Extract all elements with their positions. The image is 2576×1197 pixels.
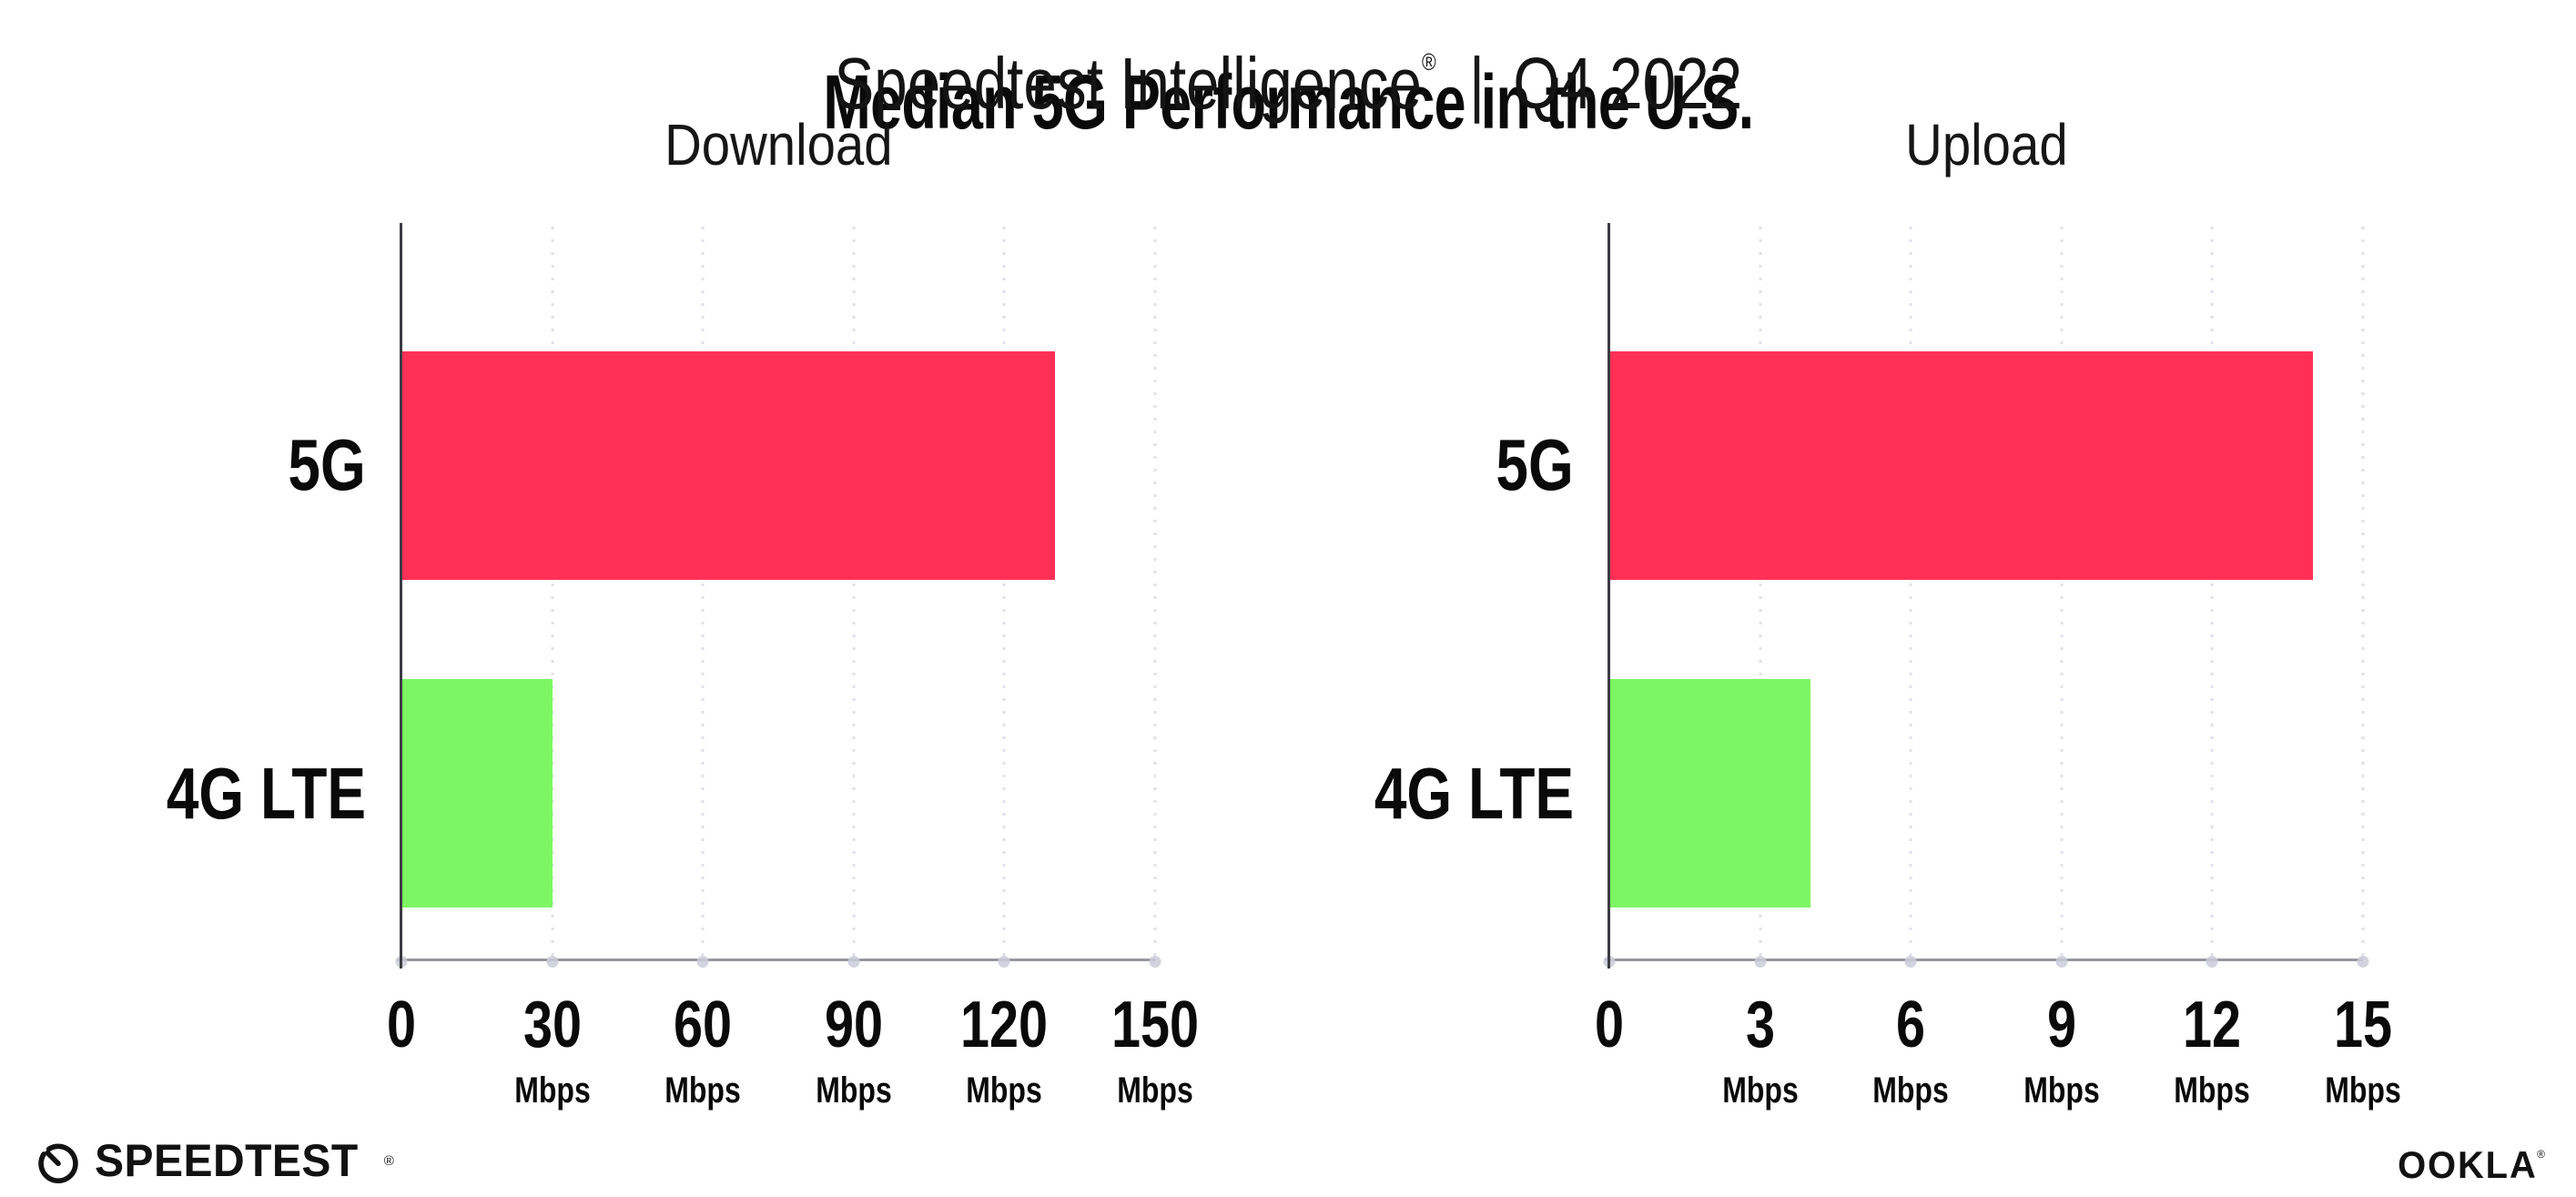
tick-label-9: 9 Mbps xyxy=(2023,989,2100,1111)
page-subtitle-text: Speedtest Intelligence® | Q4 2022 xyxy=(834,47,1742,120)
subtitle-period: Q4 2022 xyxy=(1513,43,1742,124)
tick-dot xyxy=(847,956,860,968)
page-subtitle: Speedtest Intelligence® | Q4 2022 xyxy=(0,47,2576,120)
tick-dot xyxy=(546,956,559,968)
download-chart: Download 5G 4G LTE xyxy=(167,116,1199,1109)
tick-label-90: 90 Mbps xyxy=(816,989,892,1111)
gridline xyxy=(551,227,554,959)
tick-dot xyxy=(2206,956,2218,968)
tick-dot xyxy=(1754,956,1767,968)
tick-dot xyxy=(998,956,1010,968)
download-plot-area xyxy=(395,223,1161,969)
tick-label-0: 0 xyxy=(1594,989,1625,1061)
page-title-text: Median 5G Performance in the U.S. xyxy=(822,59,1754,146)
tick-dot xyxy=(1149,956,1161,968)
tick-dot xyxy=(696,956,709,968)
download-category-labels: 5G 4G LTE xyxy=(0,223,366,961)
ookla-logo: OOKLA® xyxy=(2390,1143,2545,1187)
subtitle-brand: Speedtest Intelligence xyxy=(834,43,1422,124)
upload-plot-area xyxy=(1603,223,2369,969)
gridline xyxy=(2210,227,2214,959)
download-chart-title: Download xyxy=(664,112,893,178)
speedtest-logo: SPEEDTEST ® xyxy=(35,1134,394,1187)
gridline xyxy=(1002,227,1006,959)
ookla-wordmark: OOKLA xyxy=(2397,1143,2538,1186)
tick-label-3: 3 Mbps xyxy=(1721,989,1799,1111)
upload-category-labels: 5G 4G LTE xyxy=(1192,223,1574,961)
tick-label-150: 150 Mbps xyxy=(1111,989,1200,1111)
category-label-4g-lte: 4G LTE xyxy=(1374,753,1574,834)
x-axis-line xyxy=(397,959,1155,961)
category-label-4g-lte: 4G LTE xyxy=(166,753,366,834)
upload-chart-title: Upload xyxy=(1904,112,2068,178)
subtitle-separator: | xyxy=(1468,43,1485,124)
x-axis-line xyxy=(1605,959,2363,961)
category-label-5g: 5G xyxy=(288,424,366,505)
tick-label-60: 60 Mbps xyxy=(664,989,741,1111)
bar-4g-lte-upload xyxy=(1609,679,1810,908)
gridline xyxy=(701,227,705,959)
gridline xyxy=(1759,227,1762,959)
tick-label-30: 30 Mbps xyxy=(513,989,591,1111)
registered-mark: ® xyxy=(2537,1148,2545,1161)
upload-chart: Upload 5G 4G LTE xyxy=(1374,116,2401,1109)
tick-label-15: 15 Mbps xyxy=(2325,989,2401,1111)
tick-label-120: 120 Mbps xyxy=(960,989,1049,1111)
speedtest-gauge-icon xyxy=(38,1143,78,1183)
registered-mark: ® xyxy=(1421,48,1436,76)
bar-5g-download xyxy=(401,351,1055,580)
y-axis-line xyxy=(1607,223,1610,969)
gridline xyxy=(852,227,856,959)
gridline xyxy=(1153,227,1157,959)
bar-4g-lte-download xyxy=(401,679,553,908)
category-label-5g: 5G xyxy=(1496,424,1574,505)
tick-label-6: 6 Mbps xyxy=(1872,989,1949,1111)
page-title: Median 5G Performance in the U.S. xyxy=(0,64,2576,140)
tick-dot xyxy=(2055,956,2068,968)
tick-dot xyxy=(2357,956,2369,968)
tick-label-12: 12 Mbps xyxy=(2174,989,2251,1111)
tick-label-0: 0 xyxy=(386,989,417,1061)
bar-5g-upload xyxy=(1609,351,2313,580)
tick-dot xyxy=(1904,956,1917,968)
registered-mark: ® xyxy=(383,1152,394,1169)
gridline xyxy=(2060,227,2064,959)
gridline xyxy=(1909,227,1912,959)
speedtest-wordmark: SPEEDTEST xyxy=(95,1135,359,1186)
gridline xyxy=(2361,227,2365,959)
y-axis-line xyxy=(400,223,402,969)
